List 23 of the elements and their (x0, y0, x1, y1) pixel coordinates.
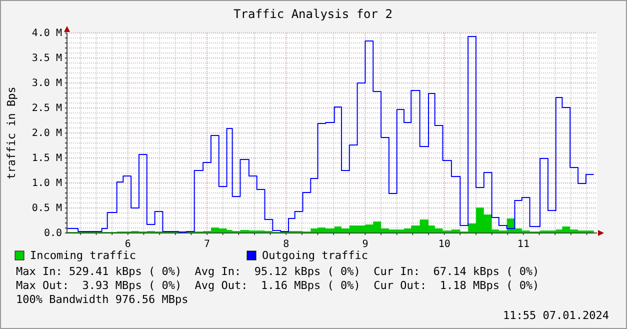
x-tick-label: 8 (283, 239, 290, 250)
text: Max In: 529.41 kBps ( 0%) Avg In: 95.12 kBps ( 0%) Cur In: 67.14 kBps ( 0%) (16, 265, 540, 278)
y-tick-label: 3.0 M (32, 78, 62, 90)
y-tick-label: 1.0 M (32, 178, 62, 190)
y-tick-label: 1.5 M (32, 153, 62, 164)
y-tick-label: 3.5 M (32, 53, 62, 64)
y-tick-label: 2.0 M (32, 128, 62, 140)
text: 100% Bandwidth 976.56 MBps (16, 293, 188, 306)
x-tick-label: 6 (124, 239, 131, 250)
y-tick-label: 0.0 (44, 228, 62, 240)
y-tick-label: 2.5 M (32, 103, 62, 114)
chart-title: Traffic Analysis for 2 (234, 7, 392, 21)
y-tick-label: 0.5 M (32, 203, 62, 214)
x-tick-label: 7 (204, 239, 210, 250)
legend-label: Incoming traffic (30, 249, 136, 262)
x-tick-label: 11 (517, 239, 530, 250)
text: 11:55 07.01.2024 (503, 309, 610, 322)
x-tick-label: 9 (362, 239, 368, 250)
legend-label: Outgoing traffic (262, 249, 368, 262)
y-tick-label: 4.0 M (32, 28, 62, 40)
text: Max Out: 3.93 MBps ( 0%) Avg Out: 1.16 MBps ( 0%) Cur Out: 1.18 MBps ( 0%) (16, 279, 540, 292)
y-axis-title: traffic in Bps (5, 86, 18, 180)
x-tick-label: 10 (438, 239, 450, 250)
